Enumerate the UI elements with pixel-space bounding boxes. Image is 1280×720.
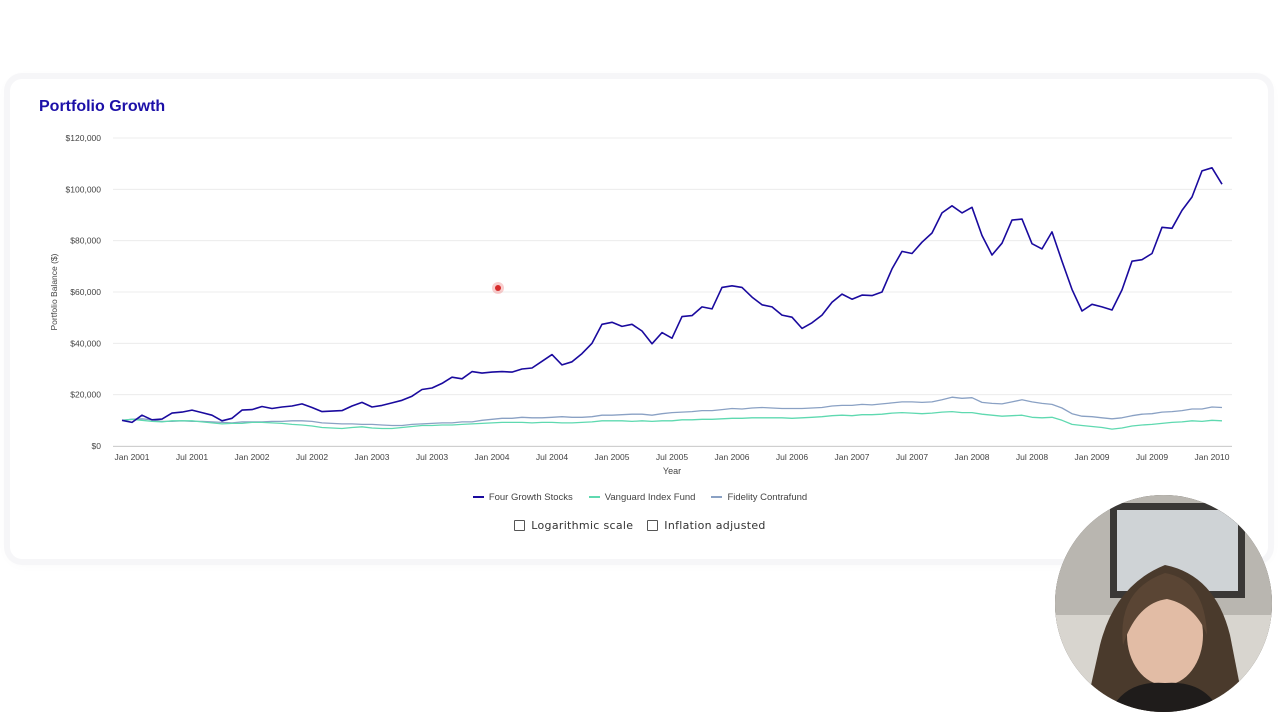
logarithmic-scale-checkbox[interactable] <box>514 519 526 531</box>
x-tick-label: Jul 2004 <box>536 452 568 462</box>
x-tick-label: Jan 2007 <box>835 452 870 462</box>
legend-swatch <box>711 496 723 498</box>
y-tick-label: $100,000 <box>66 184 102 194</box>
legend-item-vanguard-index-fund[interactable]: Vanguard Index Fund <box>588 489 696 505</box>
x-tick-label: Jan 2002 <box>235 452 270 462</box>
y-tick-label: $20,000 <box>70 390 101 400</box>
legend-label: Four Growth Stocks <box>488 491 573 503</box>
x-tick-label: Jul 2001 <box>176 452 208 462</box>
x-tick-label: Jul 2007 <box>896 452 928 462</box>
presenter-webcam <box>1055 495 1272 712</box>
x-tick-label: Jul 2002 <box>296 452 328 462</box>
x-tick-label: Jul 2003 <box>416 452 448 462</box>
x-axis-title: Year <box>663 466 681 476</box>
series-line-four-growth-stocks <box>121 167 1223 424</box>
presenter-video-image <box>1055 495 1272 712</box>
legend-swatch <box>472 496 484 498</box>
chart-legend: Four Growth Stocks Vanguard Index Fund F… <box>0 489 1280 505</box>
y-tick-label: $0 <box>92 441 102 451</box>
legend-label: Fidelity Contrafund <box>727 491 808 503</box>
x-tick-label: Jul 2008 <box>1016 452 1048 462</box>
y-tick-label: $80,000 <box>70 236 101 246</box>
x-tick-label: Jan 2001 <box>115 452 150 462</box>
legend-label: Vanguard Index Fund <box>604 491 696 503</box>
x-tick-label: Jul 2009 <box>1136 452 1168 462</box>
chart-options: Logarithmic scale Inflation adjusted <box>0 516 1280 534</box>
mouse-cursor-indicator <box>492 282 504 294</box>
y-tick-label: $60,000 <box>70 287 101 297</box>
x-tick-label: Jul 2005 <box>656 452 688 462</box>
inflation-adjusted-toggle[interactable]: Inflation adjusted <box>647 516 765 534</box>
legend-swatch <box>588 496 600 498</box>
legend-item-four-growth-stocks[interactable]: Four Growth Stocks <box>472 489 573 505</box>
logarithmic-scale-label: Logarithmic scale <box>531 518 634 532</box>
y-tick-label: $40,000 <box>70 338 101 348</box>
x-tick-label: Jul 2006 <box>776 452 808 462</box>
chart-title: Portfolio Growth <box>39 98 166 115</box>
chart-card <box>10 79 1268 559</box>
x-tick-label: Jan 2010 <box>1195 452 1230 462</box>
x-tick-label: Jan 2006 <box>715 452 750 462</box>
logarithmic-scale-toggle[interactable]: Logarithmic scale <box>514 516 633 534</box>
series-line-vanguard-index-fund <box>121 410 1223 430</box>
x-tick-label: Jan 2008 <box>955 452 990 462</box>
x-tick-label: Jan 2004 <box>475 452 510 462</box>
series-line-fidelity-contrafund <box>121 396 1223 427</box>
x-tick-label: Jan 2009 <box>1075 452 1110 462</box>
inflation-adjusted-checkbox[interactable] <box>647 519 659 531</box>
x-tick-label: Jan 2005 <box>595 452 630 462</box>
y-axis-title: Portfolio Balance ($) <box>49 253 59 330</box>
y-tick-label: $120,000 <box>66 133 102 143</box>
inflation-adjusted-label: Inflation adjusted <box>664 518 766 532</box>
x-tick-label: Jan 2003 <box>355 452 390 462</box>
legend-item-fidelity-contrafund[interactable]: Fidelity Contrafund <box>711 489 807 505</box>
